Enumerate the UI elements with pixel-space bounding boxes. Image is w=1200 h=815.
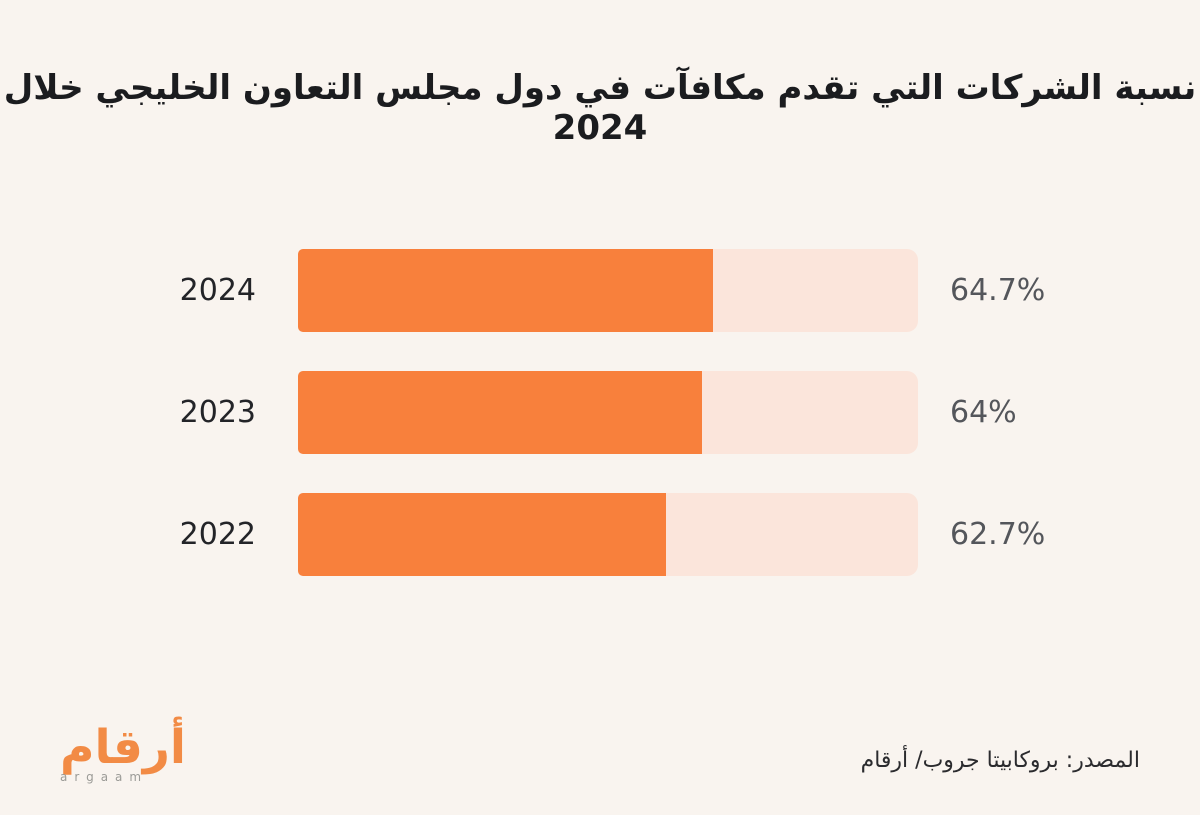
category-label-2022: 2022 <box>179 517 256 552</box>
value-label-2022: 62.7% <box>950 517 1046 552</box>
argaam-logo-latin-text: argaam <box>60 769 149 784</box>
category-label-2024: 2024 <box>179 273 256 308</box>
bar-track-2022 <box>298 493 918 576</box>
bar-fill-2022 <box>298 493 667 576</box>
bar-fill-2023 <box>298 371 703 454</box>
chart-title: نسبة الشركات التي تقدم مكافآت في دول مجل… <box>3 68 1197 148</box>
value-label-2023: 64% <box>950 395 1017 430</box>
bar-row-2024: 2024 64.7% <box>0 249 1200 332</box>
bar-row-2022: 2022 62.7% <box>0 493 1200 576</box>
argaam-logo-arabic-text: أرقام <box>60 720 187 775</box>
argaam-logo: أرقام argaam <box>60 722 190 784</box>
bar-fill-2024 <box>298 249 713 332</box>
bar-row-2023: 2023 64% <box>0 371 1200 454</box>
bar-track-2023 <box>298 371 918 454</box>
bar-chart: 2024 64.7% 2023 64% 2022 62.7% <box>0 249 1200 615</box>
bar-track-2024 <box>298 249 918 332</box>
value-label-2024: 64.7% <box>950 273 1046 308</box>
source-attribution: المصدر: بروكابيتا جروب/ أرقام <box>860 748 1140 773</box>
category-label-2023: 2023 <box>179 395 256 430</box>
